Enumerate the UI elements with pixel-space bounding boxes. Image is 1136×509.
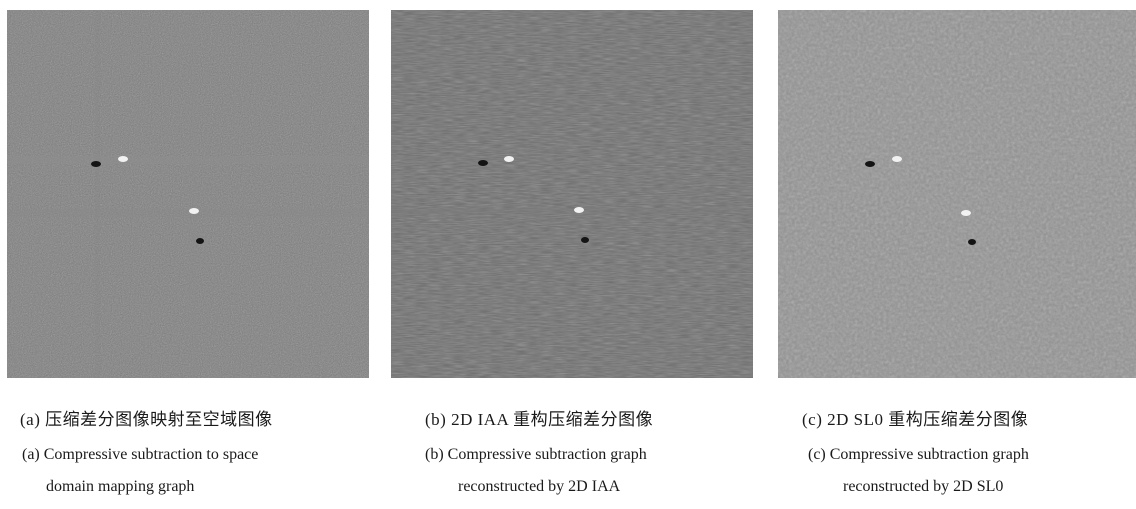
- target-dark-1: [865, 161, 875, 167]
- image-c-2d-sl0: [778, 10, 1136, 378]
- target-dark-2: [196, 238, 204, 244]
- image-b-2d-iaa: [391, 10, 753, 378]
- target-bright-2: [189, 208, 199, 214]
- target-bright-2: [961, 210, 971, 216]
- target-dark-1: [91, 161, 101, 167]
- caption-en-b-line1: (b) Compressive subtraction graph: [425, 446, 647, 463]
- target-bright-1: [892, 156, 902, 162]
- image-a-space-domain-mapping: [7, 10, 369, 378]
- sidelobe-col-2: [95, 10, 100, 378]
- noise-texture-c: [778, 10, 1136, 378]
- caption-en-c-line1: (c) Compressive subtraction graph: [808, 446, 1029, 463]
- target-dark-2: [581, 237, 589, 243]
- sidelobe-row-1: [7, 156, 369, 164]
- noise-texture-b: [391, 10, 753, 378]
- caption-zh-a: (a) 压缩差分图像映射至空域图像: [20, 410, 273, 429]
- figure-panel-b: [391, 10, 753, 378]
- target-bright-1: [118, 156, 128, 162]
- sidelobe-row-b: [391, 208, 753, 214]
- target-dark-2: [968, 239, 976, 245]
- caption-en-a-line2: domain mapping graph: [46, 478, 195, 495]
- target-bright-1: [504, 156, 514, 162]
- caption-en-b-line2: reconstructed by 2D IAA: [458, 478, 621, 495]
- figure-panel-c: [778, 10, 1136, 378]
- figure-panel-a: [7, 10, 369, 378]
- sidelobe-row-2: [7, 209, 369, 217]
- target-dark-1: [478, 160, 488, 166]
- caption-zh-b: (b) 2D IAA 重构压缩差分图像: [425, 410, 654, 429]
- caption-zh-c: (c) 2D SL0 重构压缩差分图像: [802, 410, 1029, 429]
- caption-en-c-line2: reconstructed by 2D SL0: [843, 478, 1004, 495]
- target-bright-2: [574, 207, 584, 213]
- sidelobe-col-1: [190, 10, 196, 378]
- noise-texture-a: [7, 10, 369, 378]
- caption-en-a-line1: (a) Compressive subtraction to space: [22, 446, 259, 463]
